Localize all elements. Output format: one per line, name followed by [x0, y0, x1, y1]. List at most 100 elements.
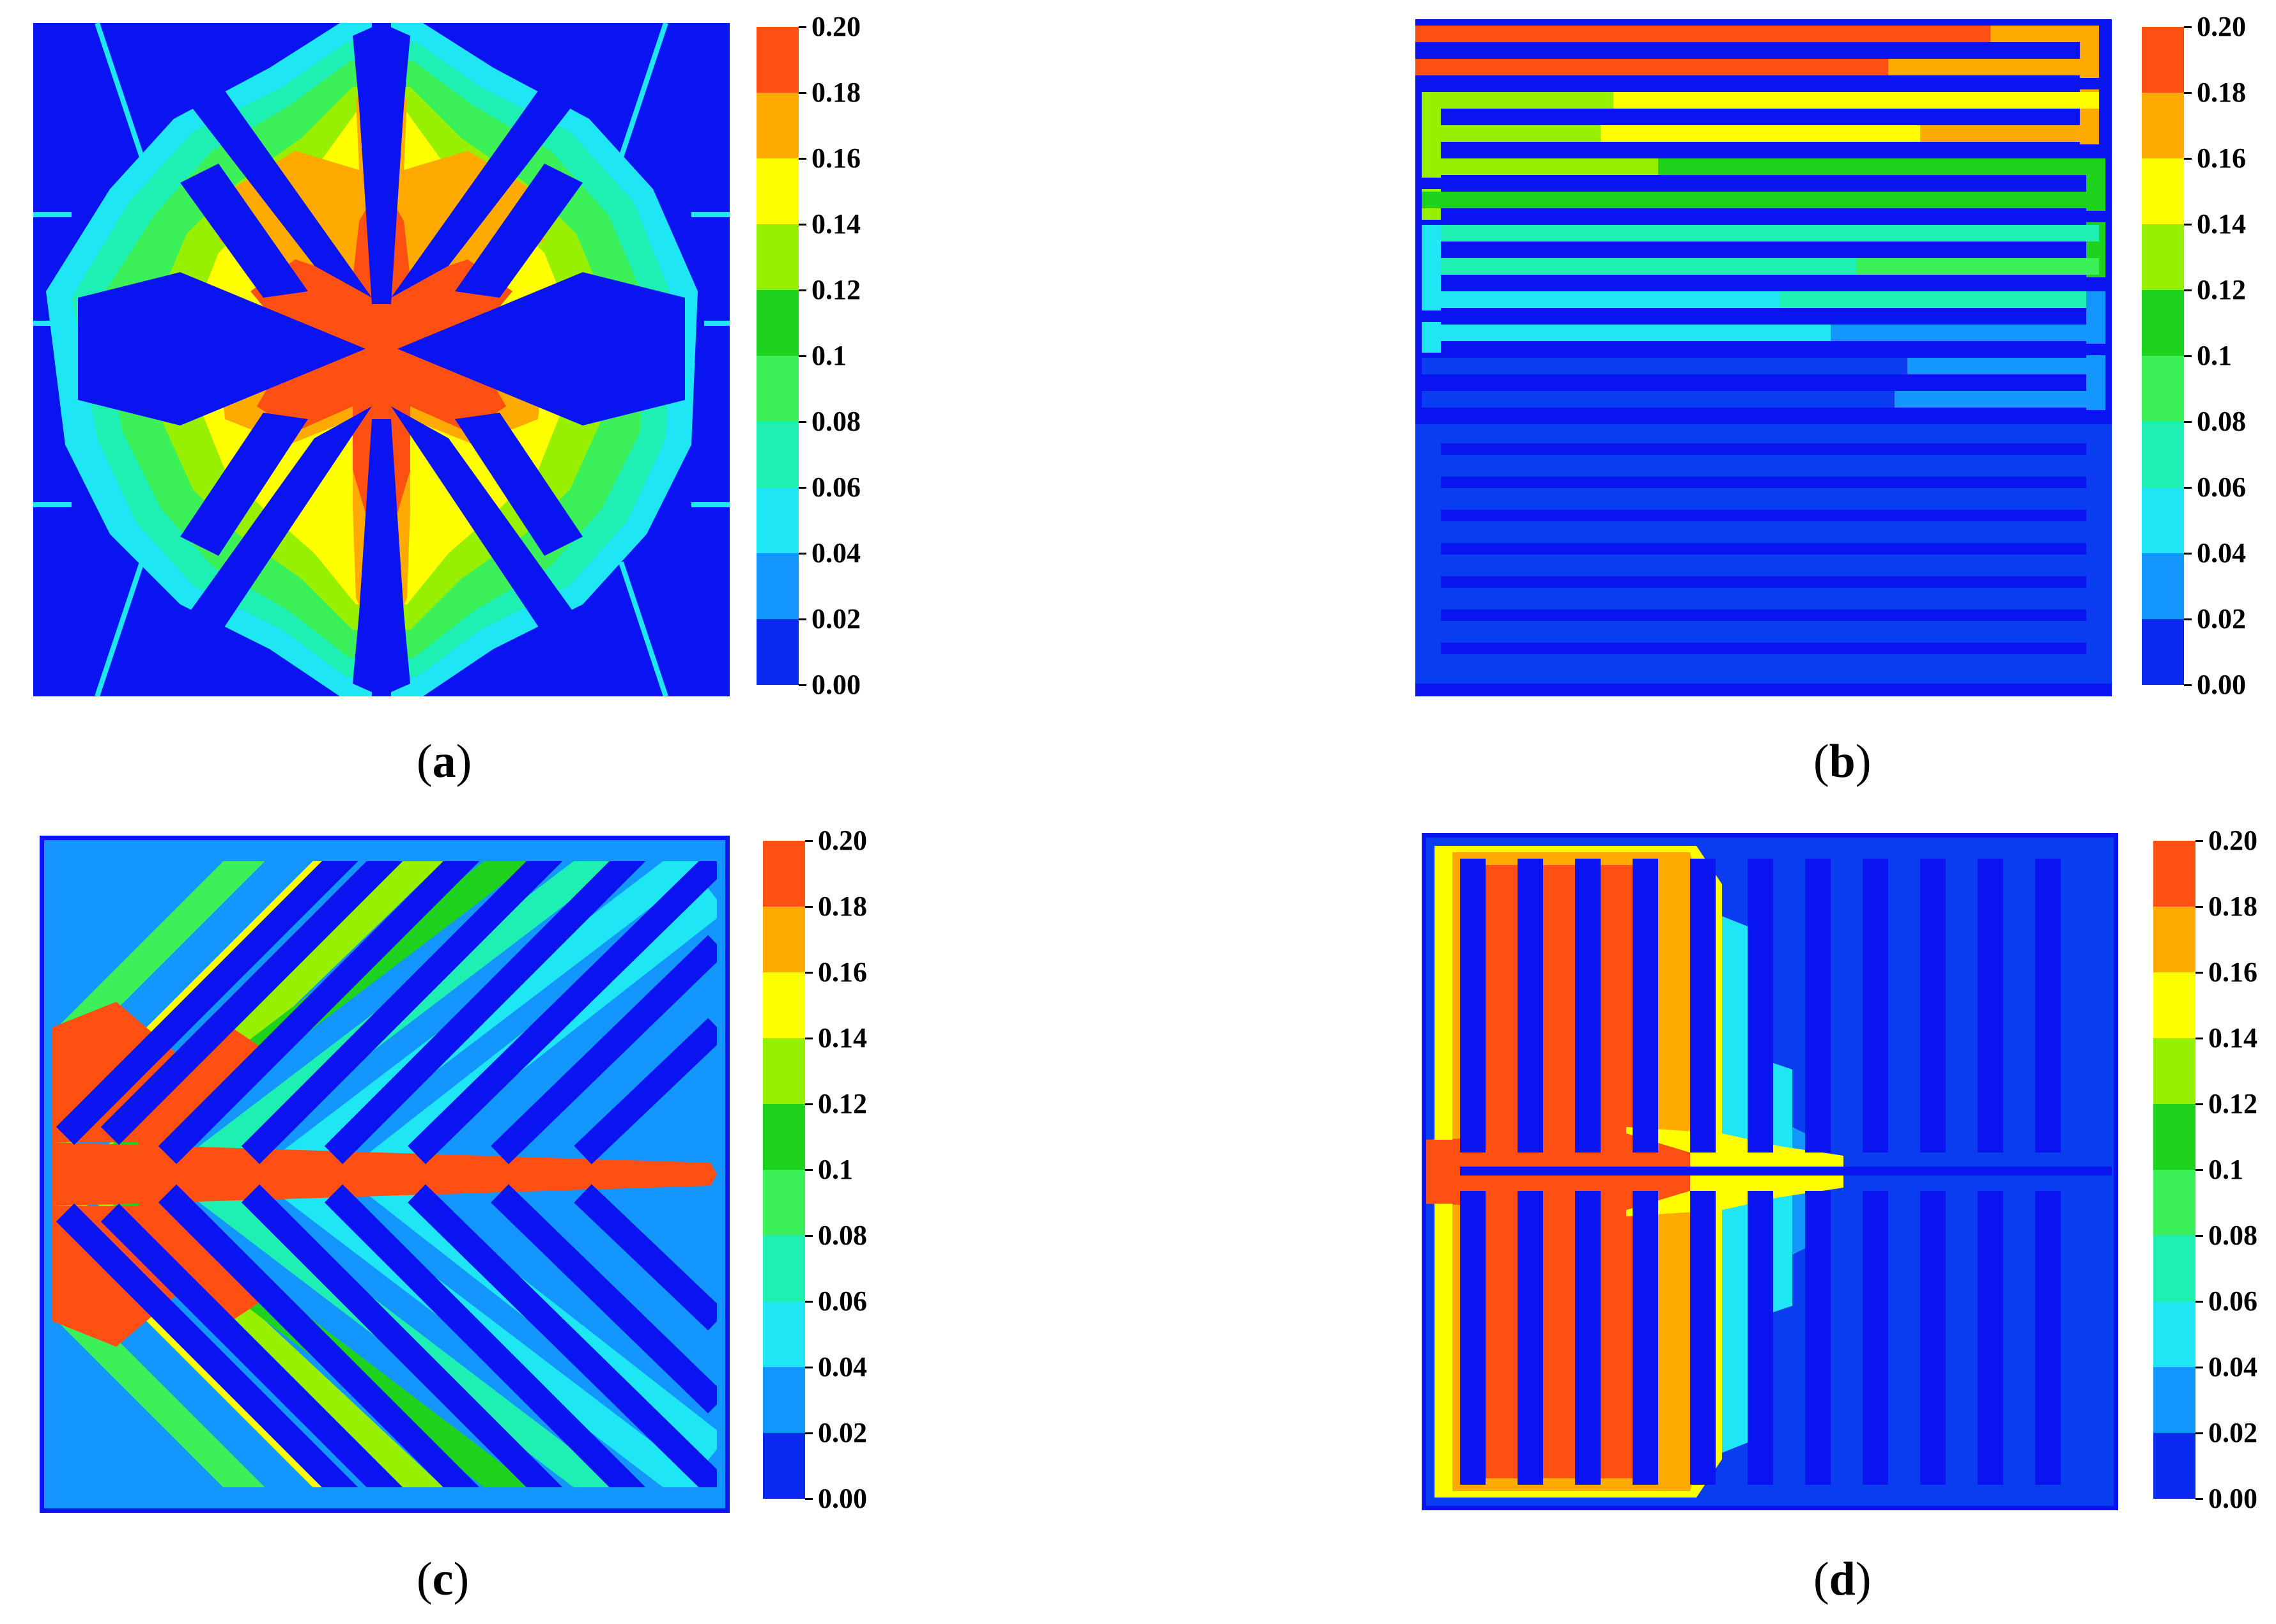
colorbar-band	[757, 422, 799, 487]
colorbar-band	[2153, 907, 2195, 972]
colorbar-band	[2142, 290, 2184, 356]
colorbar-d: 0.00 0.02 0.04 0.06 0.08 0.1 0.12 0.14 0.16 0.18 0…	[2153, 827, 2275, 1513]
colorbar-band	[757, 553, 799, 619]
colorbar-tick-label: 0.14	[818, 1022, 867, 1053]
flow-field-d	[1422, 833, 2118, 1510]
colorbar-band	[763, 1236, 805, 1301]
colorbar-band	[757, 93, 799, 158]
colorbar-tick	[2184, 553, 2192, 555]
colorbar-tick-label: 0.14	[2197, 208, 2246, 240]
colorbar-tick	[805, 972, 813, 974]
colorbar-band	[763, 1367, 805, 1433]
colorbar-tick-label: 0.00	[2208, 1483, 2257, 1514]
colorbar-tick	[2184, 421, 2192, 423]
colorbar-band	[763, 1038, 805, 1104]
colorbar-tick	[799, 26, 806, 28]
colorbar-tick	[805, 1301, 813, 1303]
colorbar-band	[2153, 1170, 2195, 1236]
colorbar-tick-label: 0.04	[2197, 537, 2246, 569]
colorbar-tick-label: 0.00	[811, 669, 861, 700]
colorbar-tick-label: 0.12	[818, 1088, 867, 1119]
colorbar-tick-label: 0.1	[818, 1154, 853, 1185]
flow-field-a	[33, 23, 730, 696]
colorbar-band	[757, 356, 799, 422]
colorbar-tick	[2195, 1301, 2203, 1303]
colorbar-tick	[2184, 92, 2192, 94]
colorbar-tick	[805, 906, 813, 908]
colorbar-tick	[805, 1103, 813, 1105]
colorbar-tick-label: 0.06	[2208, 1285, 2257, 1317]
colorbar-tick	[2184, 26, 2192, 28]
colorbar-band	[757, 27, 799, 93]
colorbar-tick-label: 0.1	[2208, 1154, 2243, 1185]
colorbar-tick	[2195, 1432, 2203, 1434]
colorbar-tick-label: 0.08	[2197, 406, 2246, 437]
colorbar-tick-label: 0.02	[2208, 1417, 2257, 1448]
colorbar-tick-label: 0.16	[2197, 142, 2246, 174]
colorbar-tick-label: 0.16	[818, 956, 867, 988]
colorbar-band	[757, 487, 799, 553]
colorbar-band	[2142, 27, 2184, 93]
colorbar-tick	[2195, 1498, 2203, 1500]
colorbar-band	[763, 1170, 805, 1236]
colorbar-band	[2142, 553, 2184, 619]
colorbar-tick	[799, 92, 806, 94]
colorbar-tick	[2184, 487, 2192, 489]
colorbar-tick-label: 0.08	[818, 1220, 867, 1251]
colorbar-tick-label: 0.14	[2208, 1022, 2257, 1053]
colorbar-band	[757, 158, 799, 224]
colorbar-tick-label: 0.12	[2197, 274, 2246, 305]
colorbar-tick	[2184, 158, 2192, 160]
colorbar-tick	[2184, 618, 2192, 620]
colorbar-tick	[805, 1235, 813, 1237]
colorbar-band	[2153, 841, 2195, 907]
flow-field-c	[40, 836, 730, 1513]
colorbar-tick	[2184, 684, 2192, 686]
colorbar-tick-label: 0.12	[2208, 1088, 2257, 1119]
caption-b: (b)	[1813, 735, 1872, 788]
colorbar-band	[2142, 158, 2184, 224]
colorbar-b: 0.00 0.02 0.04 0.06 0.08 0.1 0.12 0.14 0.16 0.18 0…	[2142, 13, 2270, 699]
colorbar-tick	[2195, 1169, 2203, 1171]
colorbar-c: 0.00 0.02 0.04 0.06 0.08 0.1 0.12 0.14 0.16 0.18 0…	[763, 827, 891, 1513]
caption-d: (d)	[1813, 1553, 1872, 1605]
colorbar-band	[763, 972, 805, 1038]
colorbar-tick	[2195, 972, 2203, 974]
colorbar-band	[763, 1433, 805, 1499]
colorbar-tick	[799, 684, 806, 686]
colorbar-band	[2153, 1104, 2195, 1170]
colorbar-tick	[799, 553, 806, 555]
colorbar-tick	[805, 1432, 813, 1434]
colorbar-tick-label: 0.1	[2197, 340, 2232, 371]
colorbar-band	[2153, 1038, 2195, 1104]
colorbar-band	[763, 1301, 805, 1367]
colorbar-band	[2142, 356, 2184, 422]
colorbar-band	[2153, 1433, 2195, 1499]
caption-c: (c)	[417, 1553, 470, 1605]
colorbar-tick-label: 0.20	[2208, 825, 2257, 856]
colorbar-tick-label: 0.06	[818, 1285, 867, 1317]
colorbar-tick	[2195, 840, 2203, 842]
colorbar-tick-label: 0.02	[2197, 603, 2246, 634]
colorbar-tick-label: 0.04	[818, 1351, 867, 1383]
colorbar-band	[757, 224, 799, 290]
colorbar-tick	[799, 289, 806, 291]
colorbar-tick	[799, 355, 806, 357]
colorbar-tick	[799, 224, 806, 226]
colorbar-tick-label: 0.18	[818, 891, 867, 922]
colorbar-tick	[805, 1038, 813, 1039]
colorbar-tick-label: 0.20	[2197, 11, 2246, 42]
colorbar-tick	[2184, 289, 2192, 291]
colorbar-band	[763, 841, 805, 907]
colorbar-tick	[805, 840, 813, 842]
colorbar-tick	[805, 1367, 813, 1368]
colorbar-tick	[2184, 355, 2192, 357]
colorbar-band	[763, 907, 805, 972]
colorbar-tick-label: 0.1	[811, 340, 847, 371]
colorbar-tick	[805, 1498, 813, 1500]
colorbar-tick	[2195, 1367, 2203, 1368]
colorbar-band	[2153, 1367, 2195, 1433]
colorbar-tick-label: 0.20	[818, 825, 867, 856]
colorbar-band	[757, 290, 799, 356]
colorbar-tick	[2195, 906, 2203, 908]
